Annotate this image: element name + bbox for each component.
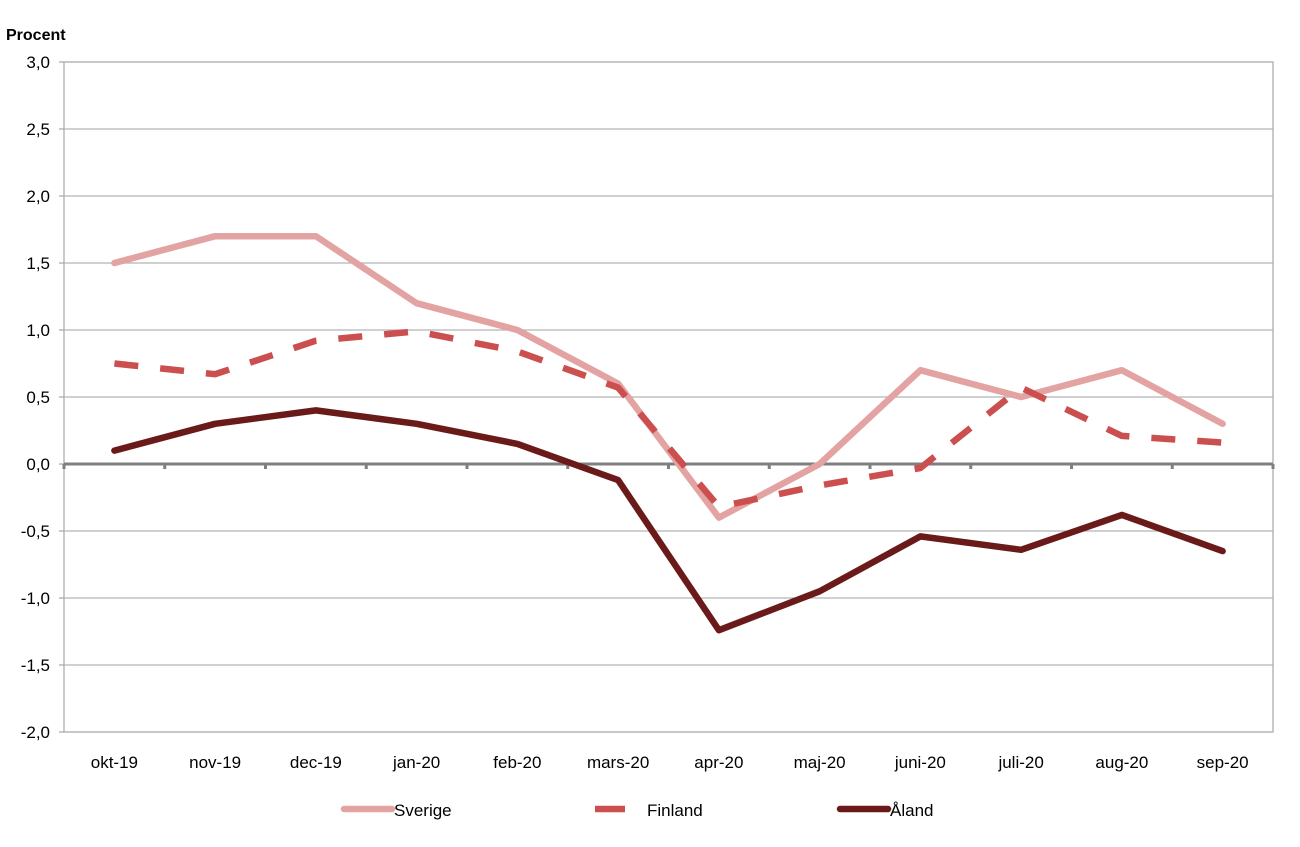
- series-lines: [111, 232, 1226, 634]
- legend-label-finland: Finland: [647, 801, 703, 820]
- y-tick-label: 2,0: [26, 187, 50, 206]
- x-tick-label: maj-20: [794, 753, 846, 772]
- x-tick-label: sep-20: [1197, 753, 1249, 772]
- legend-label-sverige: Sverige: [394, 801, 452, 820]
- y-tick-label: 3,0: [26, 53, 50, 72]
- y-axis-title: Procent: [6, 27, 66, 44]
- y-tick-label: -1,5: [21, 656, 50, 675]
- y-tick-label: 1,5: [26, 254, 50, 273]
- x-tick-label: feb-20: [493, 753, 541, 772]
- series-line-sverige: [111, 232, 1226, 521]
- x-axis-tick-labels: okt-19 nov-19 dec-19 jan-20 feb-20 mars-20 apr…: [91, 753, 1249, 772]
- y-tick-label: 2,5: [26, 120, 50, 139]
- series-line-finland: [114, 328, 1223, 511]
- series-line-land: [111, 407, 1226, 634]
- x-tick-label: nov-19: [189, 753, 241, 772]
- x-tick-label: aug-20: [1095, 753, 1148, 772]
- y-axis-tick-labels: 3,0 2,5 2,0 1,5 1,0 0,5 0,0 -0,5 -1,0 -1,5 -2,0: [21, 53, 50, 742]
- x-tick-label: jan-20: [392, 753, 440, 772]
- y-tick-label: -2,0: [21, 723, 50, 742]
- grid-lines: [59, 61, 1275, 733]
- x-tick-label: apr-20: [694, 753, 743, 772]
- legend: Sverige Finland Åland: [340, 801, 933, 820]
- x-tick-label: juni-20: [894, 753, 946, 772]
- y-tick-label: -1,0: [21, 589, 50, 608]
- y-tick-label: 0,5: [26, 388, 50, 407]
- x-tick-label: dec-19: [290, 753, 342, 772]
- y-tick-label: 0,0: [26, 455, 50, 474]
- x-tick-label: mars-20: [587, 753, 649, 772]
- y-tick-label: 1,0: [26, 321, 50, 340]
- x-tick-label: okt-19: [91, 753, 138, 772]
- legend-label-land: Åland: [890, 801, 933, 820]
- y-tick-label: -0,5: [21, 522, 50, 541]
- x-tick-label: juli-20: [997, 753, 1043, 772]
